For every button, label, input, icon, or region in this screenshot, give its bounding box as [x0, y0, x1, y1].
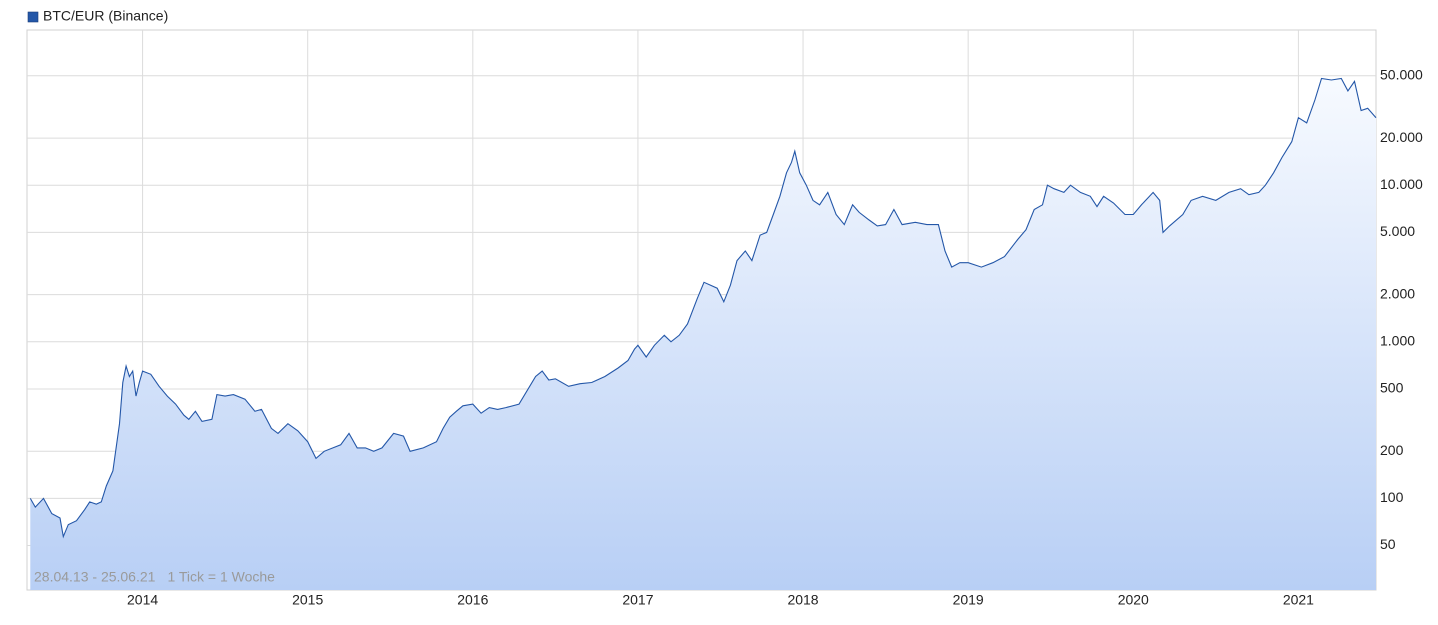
y-tick-label: 100 [1380, 489, 1404, 505]
price-line [29, 77, 1377, 539]
y-tick-label: 10.000 [1380, 176, 1423, 192]
labels: 50 100 200 500 1.000 2.000 5.000 10.000 20.000 50… [27, 8, 1423, 608]
marks [29, 77, 1377, 590]
y-tick-label: 5.000 [1380, 223, 1415, 239]
y-tick-label: 2.000 [1380, 285, 1415, 301]
y-tick-label: 500 [1380, 380, 1404, 396]
x-tick-label: 2018 [787, 592, 818, 608]
y-tick-label: 200 [1380, 442, 1404, 458]
annotation: 28.04.13 - 25.06.21 [34, 569, 156, 585]
y-tick-label: 50.000 [1380, 66, 1423, 82]
x-tick-label: 2021 [1283, 592, 1314, 608]
x-tick-label: 2017 [622, 592, 653, 608]
x-tick-label: 2016 [457, 592, 488, 608]
y-tick-label: 20.000 [1380, 129, 1423, 145]
legend-label: BTC/EUR (Binance) [43, 8, 168, 24]
legend-swatch [27, 11, 39, 23]
area-fill [30, 78, 1376, 590]
x-tick-label: 2015 [292, 592, 323, 608]
x-tick-label: 2019 [953, 592, 984, 608]
annotation: 1 Tick = 1 Woche [167, 569, 275, 585]
y-tick-label: 1.000 [1380, 333, 1415, 349]
y-tick-label: 50 [1380, 536, 1396, 552]
x-tick-label: 2020 [1118, 592, 1149, 608]
x-tick-label: 2014 [127, 592, 158, 608]
